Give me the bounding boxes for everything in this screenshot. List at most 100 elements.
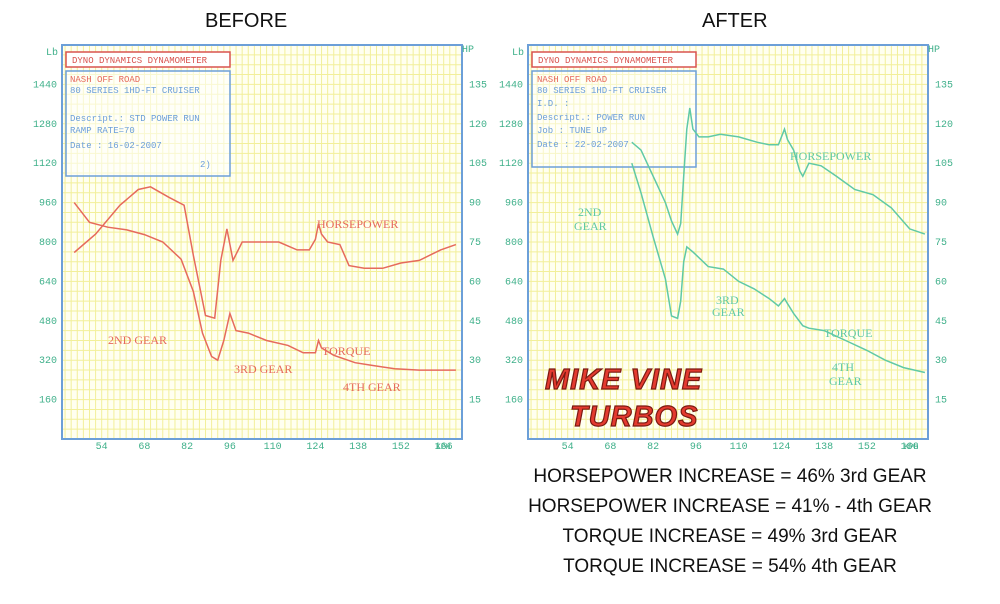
after-info-line2: 80 SERIES 1HD-FT CRUISER bbox=[537, 86, 667, 96]
logo-line1: MIKE VINE bbox=[545, 364, 703, 396]
x-tick-label: 166 bbox=[435, 442, 453, 453]
left-tick-label: 160 bbox=[505, 396, 523, 407]
after-torque-line bbox=[631, 162, 926, 374]
after-gear3-label-line1: 3RD bbox=[716, 293, 739, 307]
after-right-unit: HP bbox=[928, 45, 940, 56]
right-tick-label: 75 bbox=[935, 238, 947, 249]
left-tick-label: 1280 bbox=[33, 120, 57, 131]
right-tick-label: 15 bbox=[469, 396, 481, 407]
before-left-unit: Lb bbox=[46, 47, 58, 59]
before-gear4-label: 4TH GEAR bbox=[343, 380, 401, 394]
right-tick-label: 60 bbox=[935, 277, 947, 288]
left-tick-label: 480 bbox=[39, 317, 57, 328]
x-tick-label: 54 bbox=[96, 442, 108, 453]
right-tick-label: 105 bbox=[935, 159, 953, 170]
right-tick-label: 135 bbox=[935, 80, 953, 91]
left-tick-label: 640 bbox=[39, 277, 57, 288]
after-gear4-label-line2: GEAR bbox=[829, 374, 862, 388]
stat-hp-3rd: HORSEPOWER INCREASE = 46% 3rd GEAR bbox=[533, 466, 927, 487]
right-tick-label: 30 bbox=[935, 356, 947, 367]
stat-hp-4th: HORSEPOWER INCREASE = 41% - 4th GEAR bbox=[528, 496, 932, 517]
left-tick-label: 1280 bbox=[499, 120, 523, 131]
x-tick-label: 54 bbox=[562, 442, 574, 453]
before-header-box bbox=[65, 51, 231, 68]
after-gear2-label-line2: GEAR bbox=[574, 219, 607, 233]
left-tick-label: 320 bbox=[505, 356, 523, 367]
right-tick-label: 45 bbox=[469, 317, 481, 328]
after-info-line4: Descript.: POWER RUN bbox=[537, 113, 645, 123]
before-info-line4: RAMP RATE=70 bbox=[70, 126, 135, 136]
left-tick-label: 320 bbox=[39, 356, 57, 367]
after-header-box bbox=[531, 51, 697, 68]
x-tick-label: 152 bbox=[858, 442, 876, 453]
left-tick-label: 960 bbox=[505, 199, 523, 210]
before-horsepower-line bbox=[73, 186, 457, 320]
x-tick-label: 124 bbox=[306, 442, 324, 453]
before-info-box bbox=[65, 70, 231, 177]
after-info-box bbox=[531, 70, 697, 168]
x-tick-label: 110 bbox=[730, 442, 748, 453]
before-right-unit: HP bbox=[462, 45, 474, 56]
x-tick-label: 96 bbox=[224, 442, 236, 453]
before-gear3-label: 3RD GEAR bbox=[234, 362, 292, 376]
after-tick-labels: 54 68 82 96 110 124 138 152 166 1440 1280 1120 960 80… bbox=[499, 80, 953, 453]
right-tick-label: 120 bbox=[469, 120, 487, 131]
after-info-line3: I.D. : bbox=[537, 99, 569, 109]
after-header-text: DYNO DYNAMICS DYNAMOMETER bbox=[538, 56, 674, 66]
left-tick-label: 640 bbox=[505, 277, 523, 288]
x-tick-label: 82 bbox=[181, 442, 193, 453]
right-tick-label: 135 bbox=[469, 80, 487, 91]
left-tick-label: 480 bbox=[505, 317, 523, 328]
right-tick-label: 90 bbox=[469, 199, 481, 210]
x-tick-label: 166 bbox=[901, 442, 919, 453]
left-tick-label: 160 bbox=[39, 396, 57, 407]
after-horsepower-line bbox=[631, 107, 926, 237]
after-info-line6: Date : 22-02-2007 bbox=[537, 140, 629, 150]
before-series-group bbox=[73, 186, 457, 371]
left-tick-label: 1120 bbox=[499, 159, 523, 170]
before-info-line3: Descript.: STD POWER RUN bbox=[70, 114, 200, 124]
before-plot-frame bbox=[61, 44, 463, 440]
increase-summary: HORSEPOWER INCREASE = 46% 3rd GEAR HORSE… bbox=[500, 462, 960, 582]
left-tick-label: 800 bbox=[505, 238, 523, 249]
before-gear2-label: 2ND GEAR bbox=[108, 333, 167, 347]
stat-torque-3rd: TORQUE INCREASE = 49% 3rd GEAR bbox=[562, 526, 898, 547]
after-grid bbox=[528, 45, 928, 439]
before-torque-line bbox=[73, 202, 456, 371]
left-tick-label: 1440 bbox=[499, 80, 523, 91]
x-tick-label: 96 bbox=[690, 442, 702, 453]
before-chart: Lb HP KPH 54 68 82 96 110 124 138 152 166 1440 128… bbox=[33, 44, 487, 453]
left-tick-label: 1120 bbox=[33, 159, 57, 170]
logo-line2: TURBOS bbox=[570, 401, 698, 433]
x-tick-label: 152 bbox=[392, 442, 410, 453]
before-info-line2: 80 SERIES 1HD-FT CRUISER bbox=[70, 86, 200, 96]
after-info-line5: Job : TUNE UP bbox=[537, 126, 607, 136]
after-gear3-label-line2: GEAR bbox=[712, 305, 745, 319]
after-gear4-label-line1: 4TH bbox=[832, 360, 854, 374]
right-tick-label: 105 bbox=[469, 159, 487, 170]
after-torque-label: TORQUE bbox=[824, 326, 872, 340]
before-tick-labels: 54 68 82 96 110 124 138 152 166 1440 1280 1120 960 80… bbox=[33, 80, 487, 453]
after-series-group bbox=[631, 107, 926, 374]
before-horsepower-label: HORSEPOWER bbox=[317, 217, 398, 231]
before-info-line6: 2) bbox=[200, 160, 211, 170]
after-left-unit: Lb bbox=[512, 47, 524, 59]
left-tick-label: 960 bbox=[39, 199, 57, 210]
x-tick-label: 82 bbox=[647, 442, 659, 453]
right-tick-label: 60 bbox=[469, 277, 481, 288]
x-tick-label: 68 bbox=[604, 442, 616, 453]
x-tick-label: 138 bbox=[815, 442, 833, 453]
left-tick-label: 800 bbox=[39, 238, 57, 249]
stat-torque-4th: TORQUE INCREASE = 54% 4th GEAR bbox=[563, 556, 897, 577]
right-tick-label: 90 bbox=[935, 199, 947, 210]
x-tick-label: 124 bbox=[772, 442, 790, 453]
before-x-unit: KPH bbox=[436, 443, 451, 452]
right-tick-label: 120 bbox=[935, 120, 953, 131]
before-info-line1: NASH OFF ROAD bbox=[70, 75, 140, 85]
after-heading: AFTER bbox=[702, 10, 768, 32]
right-tick-label: 15 bbox=[935, 396, 947, 407]
after-info-line1: NASH OFF ROAD bbox=[537, 75, 607, 85]
before-info-line5: Date : 16-02-2007 bbox=[70, 141, 162, 151]
after-gear2-label-line1: 2ND bbox=[578, 205, 602, 219]
